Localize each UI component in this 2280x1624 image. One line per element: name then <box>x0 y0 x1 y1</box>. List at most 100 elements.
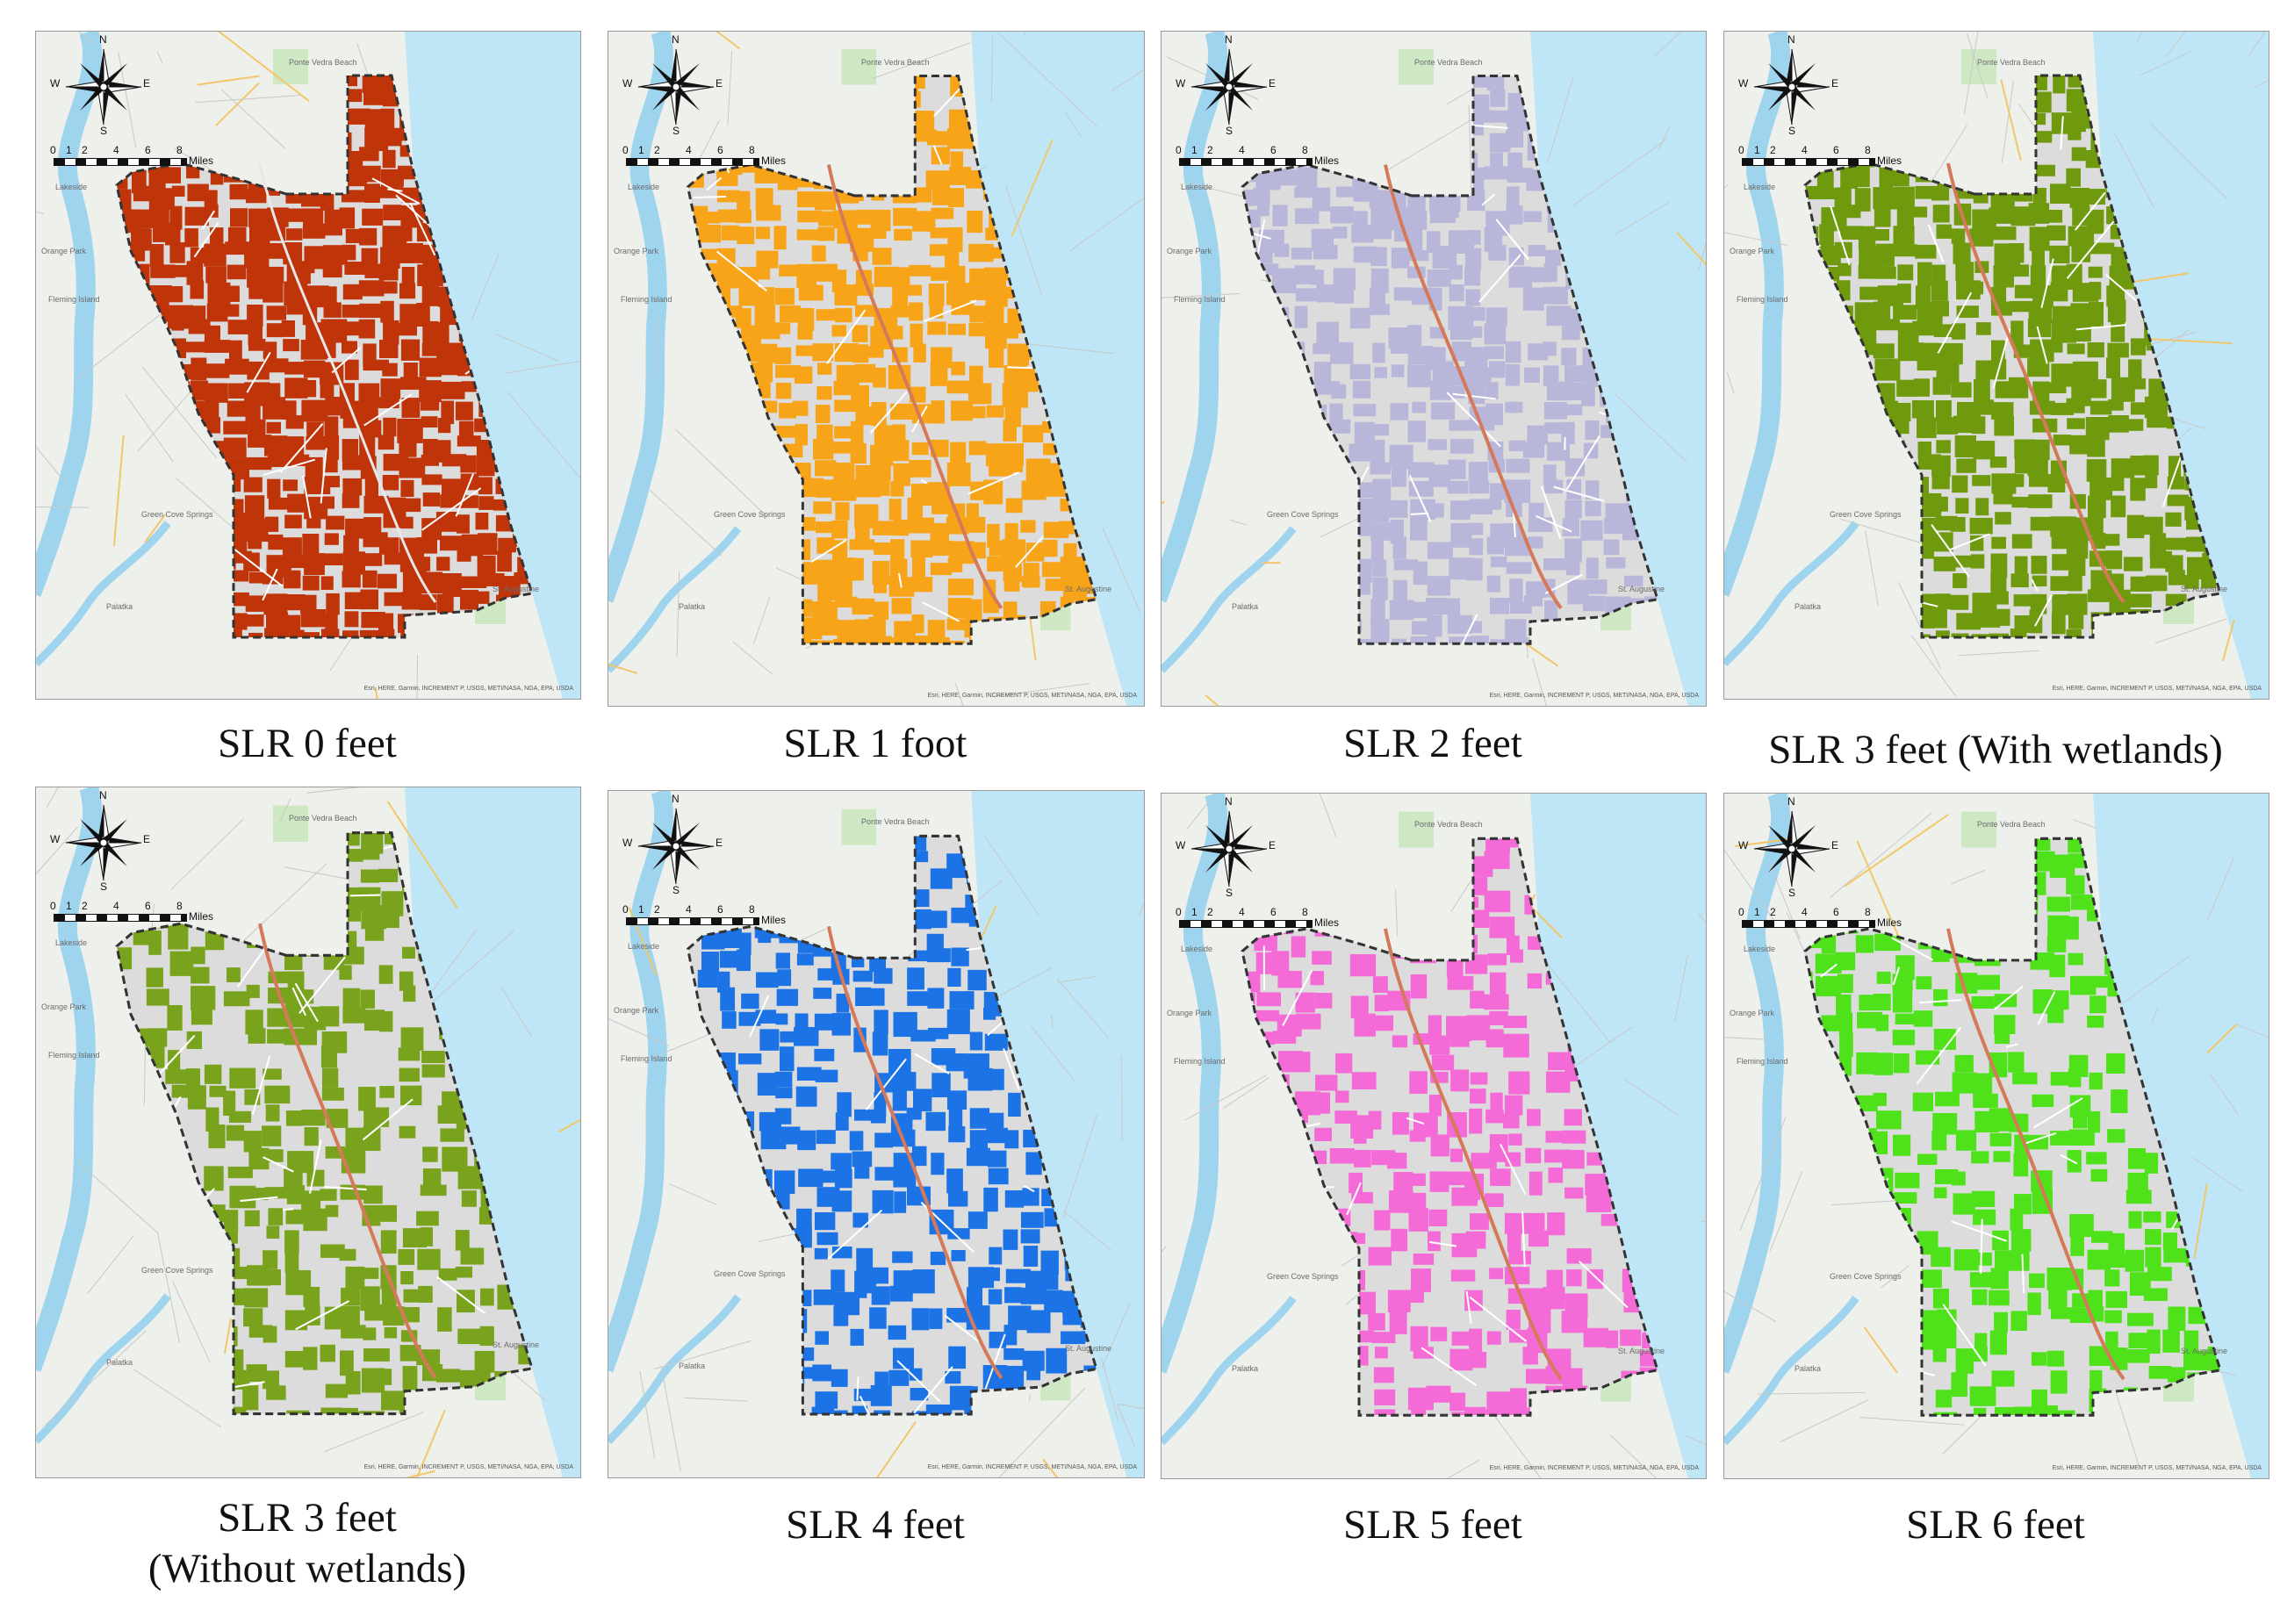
basemap-road <box>676 571 680 657</box>
scale-tick-label: 4 <box>113 144 119 156</box>
suitable-parcel <box>738 1053 762 1065</box>
suitable-parcel <box>226 285 240 302</box>
suitable-parcel <box>2125 1189 2152 1204</box>
river-branch <box>1724 1295 1859 1446</box>
suitable-parcel <box>205 75 221 90</box>
suitable-parcel <box>687 638 701 644</box>
suitable-parcel <box>304 149 318 164</box>
suitable-parcel <box>989 1247 1003 1265</box>
suitable-parcel <box>1954 435 1976 457</box>
suitable-parcel <box>1854 357 1867 369</box>
suitable-parcel <box>1368 225 1392 240</box>
suitable-parcel <box>1426 855 1442 874</box>
suitable-parcel <box>931 400 946 424</box>
suitable-parcel <box>1484 890 1511 913</box>
suitable-parcel <box>383 205 401 220</box>
basemap-road <box>141 365 217 459</box>
suitable-parcel <box>422 320 438 346</box>
suitable-parcel <box>167 1005 183 1031</box>
basemap-road <box>1005 185 1043 298</box>
scale-tick-label: 4 <box>1802 144 1808 156</box>
suitable-parcel <box>1836 398 1862 413</box>
suitable-parcel <box>687 402 692 416</box>
suitable-parcel <box>208 1245 231 1261</box>
suitable-parcel <box>741 463 763 483</box>
suitable-parcel <box>851 129 870 146</box>
suitable-parcel <box>1509 578 1523 604</box>
suitable-parcel <box>190 280 205 299</box>
suitable-parcel <box>1586 579 1608 594</box>
suitable-parcel <box>284 208 306 222</box>
suitable-parcel <box>1969 1272 1995 1288</box>
suitable-parcel <box>285 415 304 429</box>
suitable-parcel <box>268 147 291 164</box>
scale-tick-label: 8 <box>1865 144 1871 156</box>
suitable-parcel <box>1566 1248 1592 1264</box>
suitable-parcel <box>1505 401 1523 413</box>
suitable-parcel <box>339 1248 356 1261</box>
suitable-parcel <box>1816 170 1834 194</box>
suitable-parcel <box>342 305 364 318</box>
suitable-parcel <box>227 967 241 982</box>
suitable-parcel <box>189 1327 212 1343</box>
suitable-parcel <box>773 226 787 250</box>
suitable-parcel <box>341 1407 358 1414</box>
suitable-parcel <box>326 109 345 133</box>
suitable-parcel <box>1503 1033 1529 1058</box>
suitable-parcel <box>227 1166 253 1179</box>
suitable-parcel <box>397 242 423 263</box>
basemap-road <box>1057 975 1097 983</box>
suitable-parcel <box>1407 166 1421 186</box>
suitable-parcel <box>1256 520 1280 531</box>
suitable-parcel <box>870 209 891 232</box>
parcel-gap <box>1805 1192 1830 1246</box>
suitable-parcel <box>2167 1367 2186 1383</box>
suitable-parcel <box>1447 480 1469 494</box>
suitable-parcel <box>248 1028 266 1044</box>
suitable-parcel <box>2168 1306 2186 1331</box>
parcel-gap <box>721 1321 742 1383</box>
compass-w-label: W <box>50 833 61 845</box>
suitable-parcel <box>2030 516 2054 531</box>
suitable-parcel <box>1430 1134 1449 1157</box>
suitable-parcel <box>2032 1405 2058 1416</box>
suitable-parcel <box>380 247 400 269</box>
suitable-parcel <box>1971 1190 1996 1208</box>
suitable-parcel <box>1411 621 1431 635</box>
suitable-parcel <box>1242 361 1248 378</box>
suitable-parcel <box>812 439 834 460</box>
suitable-parcel <box>1447 614 1473 634</box>
suitable-parcel <box>1805 248 1817 268</box>
suitable-parcel <box>1296 1013 1321 1030</box>
suitable-parcel <box>1561 327 1580 341</box>
suitable-parcel <box>1840 359 1859 377</box>
suitable-parcel <box>1894 609 1916 625</box>
suitable-parcel <box>301 927 317 952</box>
basemap-road <box>2221 619 2235 662</box>
suitable-parcel <box>439 381 465 399</box>
suitable-parcel <box>1392 638 1406 644</box>
suitable-parcel <box>1990 1268 2009 1290</box>
suitable-parcel <box>947 1228 970 1240</box>
suitable-parcel <box>1468 326 1483 338</box>
suitable-parcel <box>1274 620 1301 632</box>
parcel-gap <box>421 487 482 531</box>
suitable-parcel <box>1389 600 1414 621</box>
suitable-parcel <box>984 305 1004 327</box>
suitable-parcel <box>436 557 450 571</box>
suitable-parcel <box>831 325 847 337</box>
suitable-parcel <box>778 867 793 886</box>
suitable-parcel <box>1506 186 1520 208</box>
suitable-parcel <box>128 305 145 319</box>
suitable-parcel <box>2163 1247 2187 1263</box>
suitable-parcel <box>322 245 348 265</box>
suitable-parcel <box>851 635 875 644</box>
suitable-parcel <box>1447 598 1461 616</box>
basemap-road <box>156 1232 180 1343</box>
basemap-road <box>2209 1073 2239 1116</box>
suitable-parcel <box>204 535 231 550</box>
suitable-parcel <box>1527 425 1548 445</box>
suitable-parcel <box>248 208 268 227</box>
suitable-parcel <box>169 264 188 277</box>
suitable-parcel <box>2167 494 2189 507</box>
